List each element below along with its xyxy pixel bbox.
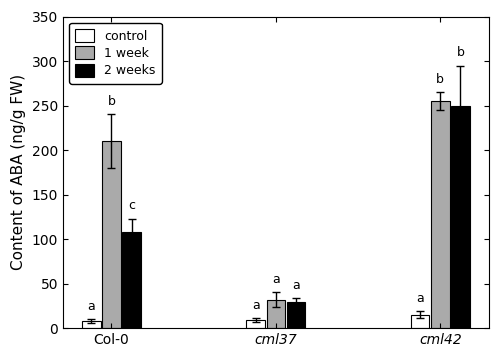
- Text: a: a: [252, 299, 260, 312]
- Bar: [82, 321, 100, 328]
- Text: b: b: [108, 95, 116, 108]
- Bar: [102, 141, 121, 328]
- Bar: [266, 300, 285, 328]
- Text: a: a: [88, 300, 95, 313]
- Text: a: a: [292, 279, 300, 291]
- Text: b: b: [436, 73, 444, 86]
- Text: c: c: [128, 199, 135, 212]
- Bar: [122, 232, 141, 328]
- Bar: [451, 106, 470, 328]
- Bar: [246, 320, 265, 328]
- Bar: [411, 315, 430, 328]
- Text: a: a: [272, 273, 280, 286]
- Text: a: a: [416, 292, 424, 305]
- Bar: [286, 302, 306, 328]
- Text: b: b: [456, 46, 464, 59]
- Bar: [431, 101, 450, 328]
- Y-axis label: Content of ABA (ng/g FW): Content of ABA (ng/g FW): [11, 74, 26, 270]
- Legend: control, 1 week, 2 weeks: control, 1 week, 2 weeks: [69, 23, 162, 84]
